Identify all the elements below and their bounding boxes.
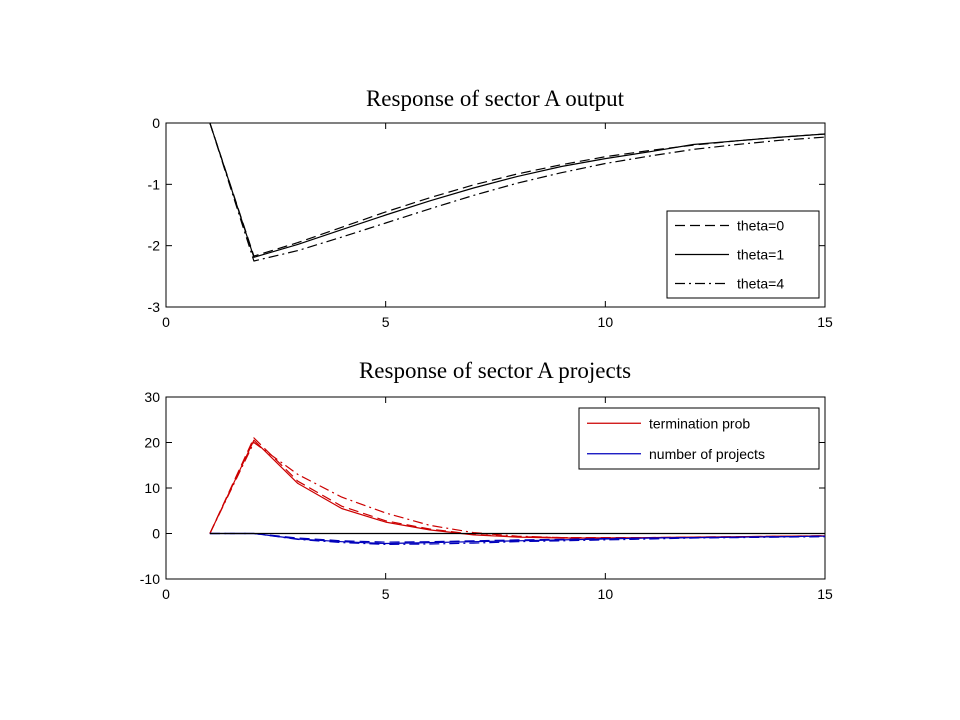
output-plot-area: 0 5 10 15 -3 -2 -1 0 theta=0 theta=1 theta=4 <box>148 115 833 330</box>
x-tick-label: 5 <box>382 314 390 330</box>
y-tick-label: -10 <box>140 571 160 587</box>
y-tick-label: 0 <box>152 115 160 131</box>
x-tick-label: 5 <box>382 586 390 602</box>
legend-box <box>578 407 820 470</box>
series-line-5 <box>209 532 826 546</box>
series-line-2 <box>209 122 826 262</box>
y-tick-label: 30 <box>144 389 160 405</box>
output-chart-title: Response of sector A output <box>366 86 625 111</box>
x-tick-label: 15 <box>817 314 833 330</box>
series-line-2 <box>209 441 826 539</box>
x-tick-label: 10 <box>598 314 614 330</box>
x-tick-label: 15 <box>817 586 833 602</box>
output-panel: Response of sector A output 0 5 10 15 -3 -2 -1… <box>148 86 833 330</box>
legend-label: theta=0 <box>737 218 784 234</box>
x-tick-label: 0 <box>162 586 170 602</box>
axes-box <box>165 122 826 308</box>
y-tick-label: 20 <box>144 435 160 451</box>
series-line-4 <box>209 532 826 543</box>
y-tick-label: 10 <box>144 480 160 496</box>
projects-panel: Response of sector A projects 0 5 10 15-100… <box>140 358 833 602</box>
series-line-1 <box>209 122 826 258</box>
legend-label: theta=1 <box>737 247 784 263</box>
y-tick-label: -3 <box>148 299 161 315</box>
projects-chart-title: Response of sector A projects <box>359 358 631 383</box>
y-tick-label: 0 <box>152 526 160 542</box>
x-tick-label: 0 <box>162 314 170 330</box>
y-tick-label: -2 <box>148 238 161 254</box>
legend-label: termination prob <box>649 415 750 431</box>
legend-label: number of projects <box>649 446 765 462</box>
legend-label: theta=4 <box>737 276 784 292</box>
x-tick-label: 10 <box>598 586 614 602</box>
y-tick-label: -1 <box>148 176 161 192</box>
